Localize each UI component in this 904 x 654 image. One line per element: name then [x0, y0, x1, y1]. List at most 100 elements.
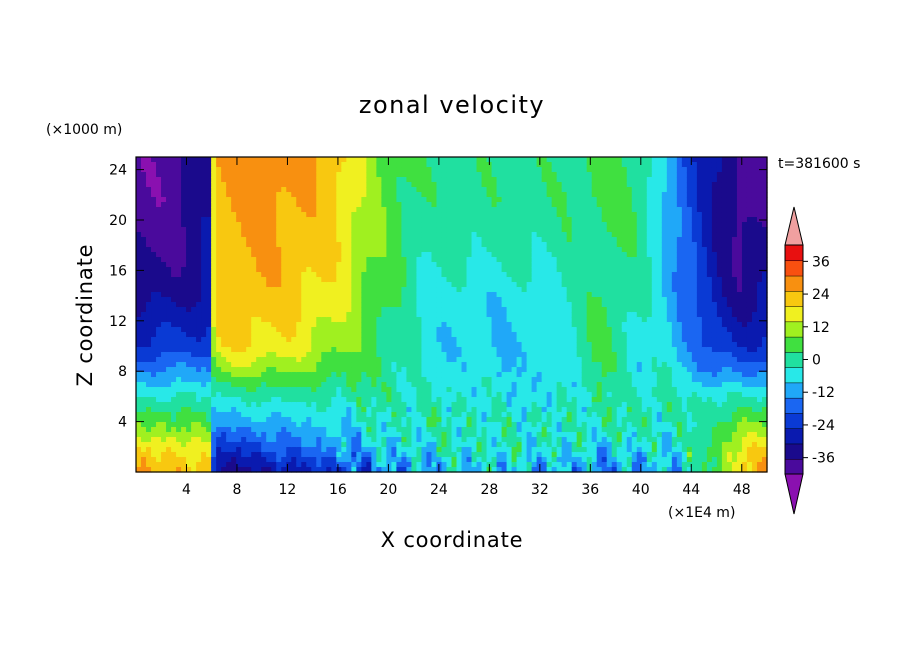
field-cell: [316, 427, 322, 433]
field-cell: [151, 272, 157, 278]
field-cell: [466, 437, 473, 443]
field-cell: [161, 287, 167, 293]
field-cell: [451, 437, 458, 443]
field-cell: [351, 362, 357, 368]
field-cell: [356, 292, 362, 298]
field-cell: [306, 397, 312, 403]
field-cell: [221, 197, 227, 203]
field-cell: [321, 442, 327, 448]
field-cell: [296, 347, 302, 353]
field-cell: [376, 257, 382, 263]
field-cell: [411, 292, 418, 298]
field-cell: [426, 427, 433, 433]
field-cell: [341, 427, 347, 433]
field-cell: [226, 432, 232, 438]
field-cell: [361, 347, 367, 353]
field-cell: [251, 347, 257, 353]
field-cell: [206, 332, 212, 338]
field-cell: [336, 167, 342, 173]
field-cell: [221, 437, 227, 443]
field-cell: [471, 372, 478, 378]
field-cell: [511, 167, 518, 173]
field-cell: [186, 162, 192, 168]
field-cell: [521, 467, 528, 473]
field-cell: [251, 337, 257, 343]
field-cell: [291, 422, 297, 428]
field-cell: [461, 437, 468, 443]
field-cell: [371, 452, 377, 458]
field-cell: [256, 277, 262, 283]
field-cell: [436, 292, 443, 298]
field-cell: [476, 232, 483, 238]
field-cell: [506, 197, 513, 203]
field-cell: [191, 342, 197, 348]
field-cell: [381, 287, 387, 293]
field-cell: [421, 282, 428, 288]
field-cell: [316, 437, 322, 443]
field-cell: [501, 282, 508, 288]
field-cell: [356, 317, 362, 323]
field-cell: [381, 167, 387, 173]
field-cell: [356, 447, 362, 453]
field-cell: [486, 357, 493, 363]
field-cell: [221, 347, 227, 353]
field-cell: [406, 307, 413, 313]
field-cell: [431, 252, 438, 258]
field-cell: [251, 447, 257, 453]
field-cell: [261, 407, 267, 413]
field-cell: [376, 217, 382, 223]
field-cell: [211, 422, 217, 428]
field-cell: [371, 187, 377, 193]
field-cell: [186, 212, 192, 218]
field-cell: [301, 287, 307, 293]
field-cell: [216, 467, 222, 473]
field-cell: [466, 157, 473, 163]
field-cell: [306, 257, 312, 263]
field-cell: [196, 272, 202, 278]
field-cell: [396, 372, 403, 378]
field-cell: [211, 202, 217, 208]
field-cell: [381, 307, 387, 313]
field-cell: [206, 247, 212, 253]
field-cell: [476, 297, 483, 303]
field-cell: [476, 317, 483, 323]
field-cell: [361, 172, 367, 178]
field-cell: [141, 372, 147, 378]
field-cell: [141, 192, 147, 198]
field-cell: [311, 437, 317, 443]
field-cell: [396, 162, 403, 168]
field-cell: [346, 467, 352, 473]
field-cell: [326, 157, 332, 163]
field-cell: [301, 292, 307, 298]
field-cell: [256, 182, 262, 188]
field-cell: [196, 297, 202, 303]
field-cell: [171, 402, 177, 408]
field-cell: [506, 462, 513, 468]
field-cell: [441, 292, 448, 298]
field-cell: [391, 452, 398, 458]
field-cell: [321, 172, 327, 178]
field-cell: [471, 227, 478, 233]
field-cell: [466, 182, 473, 188]
field-cell: [231, 202, 237, 208]
field-cell: [141, 282, 147, 288]
field-cell: [176, 387, 182, 393]
field-cell: [321, 437, 327, 443]
field-cell: [356, 172, 362, 178]
field-cell: [306, 362, 312, 368]
field-cell: [211, 427, 217, 433]
field-cell: [346, 297, 352, 303]
field-cell: [371, 457, 377, 463]
field-cell: [346, 187, 352, 193]
field-cell: [306, 452, 312, 458]
field-cell: [161, 387, 167, 393]
field-cell: [466, 357, 473, 363]
field-cell: [271, 347, 277, 353]
field-cell: [486, 342, 493, 348]
field-cell: [451, 297, 458, 303]
field-cell: [196, 172, 202, 178]
field-cell: [231, 367, 237, 373]
field-cell: [321, 422, 327, 428]
field-cell: [336, 322, 342, 328]
field-cell: [276, 267, 282, 273]
